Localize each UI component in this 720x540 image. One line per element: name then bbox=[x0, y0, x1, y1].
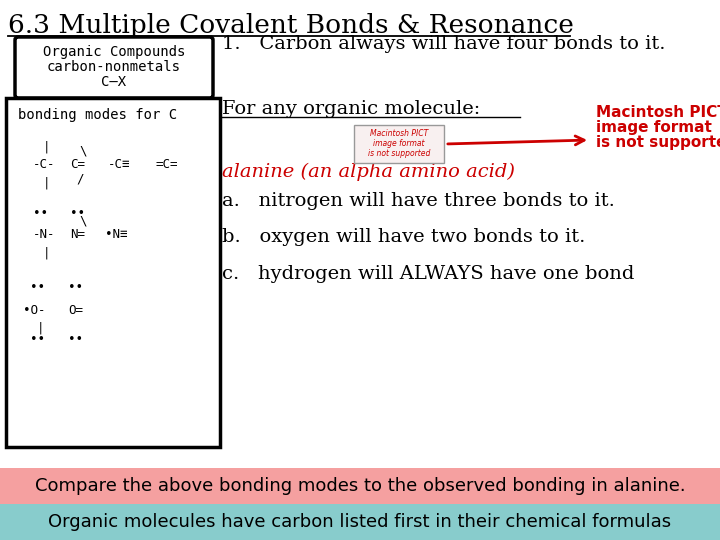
Text: /: / bbox=[76, 172, 84, 186]
Text: N=: N= bbox=[70, 228, 85, 241]
Text: C=: C= bbox=[70, 159, 85, 172]
Text: |: | bbox=[42, 140, 50, 153]
Text: ••: •• bbox=[30, 281, 45, 294]
Text: Compare the above bonding modes to the observed bonding in alanine.: Compare the above bonding modes to the o… bbox=[35, 477, 685, 495]
Text: 1.   Carbon always will have four bonds to it.: 1. Carbon always will have four bonds to… bbox=[222, 35, 665, 53]
Text: Macintosh PICT: Macintosh PICT bbox=[370, 129, 428, 138]
Text: ••: •• bbox=[68, 334, 83, 347]
Text: \: \ bbox=[79, 214, 86, 227]
Text: b.   oxygen will have two bonds to it.: b. oxygen will have two bonds to it. bbox=[222, 228, 585, 246]
Text: a.   nitrogen will have three bonds to it.: a. nitrogen will have three bonds to it. bbox=[222, 192, 615, 210]
Text: -C-: -C- bbox=[33, 159, 55, 172]
Text: |: | bbox=[36, 321, 44, 334]
Text: ••: •• bbox=[33, 206, 48, 219]
Text: C–X: C–X bbox=[102, 75, 127, 89]
Text: is not supported: is not supported bbox=[596, 135, 720, 150]
Text: is not supported: is not supported bbox=[368, 149, 430, 158]
Text: |: | bbox=[42, 246, 50, 260]
Text: bonding modes for C: bonding modes for C bbox=[18, 108, 177, 122]
Bar bbox=[0, 504, 720, 540]
Text: =C=: =C= bbox=[156, 159, 179, 172]
Text: c.   hydrogen will ALWAYS have one bond: c. hydrogen will ALWAYS have one bond bbox=[222, 265, 634, 283]
Text: |: | bbox=[42, 177, 50, 190]
Text: •O-: •O- bbox=[23, 303, 45, 316]
Text: Organic Compounds: Organic Compounds bbox=[42, 45, 185, 59]
FancyBboxPatch shape bbox=[6, 98, 220, 447]
Text: image format: image format bbox=[596, 120, 712, 135]
FancyBboxPatch shape bbox=[15, 37, 213, 98]
Text: alanine (an alpha amino acid): alanine (an alpha amino acid) bbox=[222, 163, 515, 181]
Text: Organic molecules have carbon listed first in their chemical formulas: Organic molecules have carbon listed fir… bbox=[48, 513, 672, 531]
Text: Macintosh PICT: Macintosh PICT bbox=[596, 105, 720, 120]
Text: -C≡: -C≡ bbox=[108, 159, 130, 172]
Text: ••: •• bbox=[70, 206, 85, 219]
Text: •N≡: •N≡ bbox=[105, 228, 127, 241]
Text: \: \ bbox=[79, 145, 86, 158]
Text: ••: •• bbox=[30, 334, 45, 347]
Text: 6.3 Multiple Covalent Bonds & Resonance: 6.3 Multiple Covalent Bonds & Resonance bbox=[8, 13, 574, 38]
Text: ••: •• bbox=[68, 281, 83, 294]
Text: -N-: -N- bbox=[33, 228, 55, 241]
Text: carbon-nonmetals: carbon-nonmetals bbox=[47, 60, 181, 74]
Text: O=: O= bbox=[68, 303, 83, 316]
FancyBboxPatch shape bbox=[354, 125, 444, 163]
Text: For any organic molecule:: For any organic molecule: bbox=[222, 100, 480, 118]
Text: image format: image format bbox=[373, 139, 425, 148]
Bar bbox=[0, 468, 720, 504]
